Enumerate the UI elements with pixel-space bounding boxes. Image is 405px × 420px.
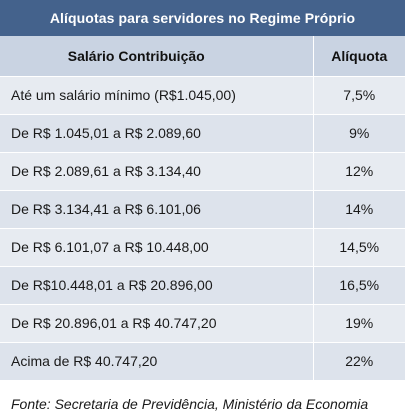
salary-range-cell: Acima de R$ 40.747,20: [0, 342, 313, 381]
source-caption: Fonte: Secretaria de Previdência, Minist…: [11, 396, 369, 412]
table-row: De R$ 1.045,01 a R$ 2.089,60 9%: [0, 114, 405, 153]
rate-cell: 16,5%: [312, 266, 405, 305]
table-row: De R$ 3.134,41 a R$ 6.101,06 14%: [0, 190, 405, 229]
header-salary: Salário Contribuição: [0, 36, 313, 77]
salary-range-cell: De R$10.448,01 a R$ 20.896,00: [0, 266, 313, 305]
table-row: De R$ 6.101,07 a R$ 10.448,00 14,5%: [0, 228, 405, 267]
rates-table: Salário Contribuição Alíquota Até um sal…: [0, 36, 405, 381]
rate-cell: 22%: [312, 342, 405, 381]
rate-cell: 14,5%: [312, 228, 405, 267]
salary-range-cell: De R$ 6.101,07 a R$ 10.448,00: [0, 228, 313, 267]
rate-cell: 7,5%: [312, 76, 405, 115]
table-row: Acima de R$ 40.747,20 22%: [0, 342, 405, 381]
rate-cell: 9%: [312, 114, 405, 153]
rate-cell: 14%: [312, 190, 405, 229]
salary-range-cell: De R$ 2.089,61 a R$ 3.134,40: [0, 152, 313, 191]
rate-cell: 19%: [312, 304, 405, 343]
table-row: Até um salário mínimo (R$1.045,00) 7,5%: [0, 76, 405, 115]
header-rate: Alíquota: [312, 36, 405, 77]
salary-range-cell: Até um salário mínimo (R$1.045,00): [0, 76, 313, 115]
table-row: De R$ 20.896,01 a R$ 40.747,20 19%: [0, 304, 405, 343]
table-header-row: Salário Contribuição Alíquota: [0, 36, 405, 77]
salary-range-cell: De R$ 1.045,01 a R$ 2.089,60: [0, 114, 313, 153]
table-row: De R$10.448,01 a R$ 20.896,00 16,5%: [0, 266, 405, 305]
rate-cell: 12%: [312, 152, 405, 191]
salary-range-cell: De R$ 3.134,41 a R$ 6.101,06: [0, 190, 313, 229]
table-title: Alíquotas para servidores no Regime Próp…: [0, 0, 405, 36]
salary-range-cell: De R$ 20.896,01 a R$ 40.747,20: [0, 304, 313, 343]
table-row: De R$ 2.089,61 a R$ 3.134,40 12%: [0, 152, 405, 191]
